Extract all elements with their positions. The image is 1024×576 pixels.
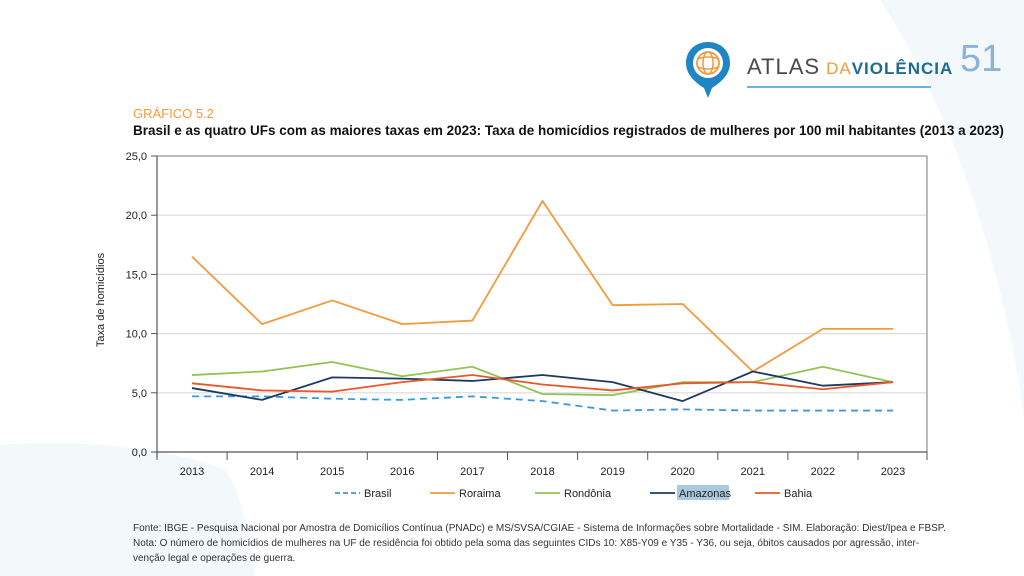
legend-item-rondonia: Rondônia bbox=[535, 488, 612, 500]
logo-word-violencia: VIOLÊNCIA bbox=[851, 59, 954, 78]
legend-label: Amazonas bbox=[679, 488, 731, 500]
logo-underline bbox=[747, 86, 931, 88]
legend-item-bahia: Bahia bbox=[755, 488, 813, 500]
logo-word-da: DA bbox=[826, 59, 852, 78]
legend-item-amazonas: Amazonas bbox=[650, 485, 731, 500]
chart-kicker: GRÁFICO 5.2 bbox=[133, 106, 214, 121]
logo-word-atlas: ATLAS bbox=[747, 54, 821, 79]
footer-notes: Fonte: IBGE - Pesquisa Nacional por Amos… bbox=[133, 521, 946, 566]
y-tick-label: 0,0 bbox=[132, 447, 147, 459]
method-note-line2: venção legal e operações de guerra. bbox=[133, 553, 296, 564]
legend-label: Roraima bbox=[459, 488, 501, 500]
legend-label: Rondônia bbox=[564, 488, 612, 500]
legend-label: Brasil bbox=[364, 488, 392, 500]
series-line-roraima bbox=[191, 200, 893, 373]
y-tick-label: 15,0 bbox=[126, 269, 147, 281]
legend-label: Bahia bbox=[784, 488, 813, 500]
method-note-line1: Nota: O número de homicídios de mulheres… bbox=[133, 538, 920, 549]
page-number: 51 bbox=[960, 38, 1003, 80]
gridlines bbox=[157, 214, 927, 394]
y-axis-label: Taxa de homicídios bbox=[95, 252, 107, 347]
legend-highlight bbox=[677, 485, 729, 500]
x-tick-label: 2013 bbox=[180, 466, 204, 478]
y-tick-label: 25,0 bbox=[126, 151, 147, 163]
x-tick-label: 2016 bbox=[390, 466, 414, 478]
x-tick-label: 2023 bbox=[881, 466, 905, 478]
x-tick-label: 2022 bbox=[811, 466, 835, 478]
x-tick-label: 2020 bbox=[670, 466, 694, 478]
plot-frame bbox=[156, 155, 928, 458]
x-tick-label: 2017 bbox=[460, 466, 484, 478]
x-tick-label: 2019 bbox=[600, 466, 624, 478]
series-lines bbox=[191, 200, 894, 412]
y-axis-ticks: 0,0 5,0 10,0 15,0 20,0 25,0 bbox=[126, 151, 157, 459]
y-tick-label: 5,0 bbox=[132, 388, 147, 400]
legend-item-brasil: Brasil bbox=[335, 488, 392, 500]
series-line-brasil bbox=[192, 395, 893, 412]
atlas-logo-text: ATLAS DAVIOLÊNCIA bbox=[747, 54, 953, 80]
legend: Brasil Roraima Rondônia Amazonas Bahia bbox=[335, 485, 813, 500]
chart-title: Brasil e as quatro UFs com as maiores ta… bbox=[133, 123, 1004, 138]
x-tick-label: 2015 bbox=[320, 466, 344, 478]
x-tick-label: 2018 bbox=[530, 466, 554, 478]
x-tick-label: 2021 bbox=[741, 466, 765, 478]
source-note: Fonte: IBGE - Pesquisa Nacional por Amos… bbox=[133, 523, 946, 534]
globe-pin-icon bbox=[686, 42, 730, 98]
legend-item-roraima: Roraima bbox=[430, 488, 501, 500]
x-tick-label: 2014 bbox=[250, 466, 274, 478]
y-tick-label: 20,0 bbox=[126, 210, 147, 222]
x-axis-ticks: 2013 2014 2015 2016 2017 2018 2019 2020 2021 2022… bbox=[156, 452, 928, 478]
series-line-amazonas bbox=[191, 370, 894, 402]
y-tick-label: 10,0 bbox=[126, 329, 147, 341]
series-line-bahia bbox=[191, 374, 894, 393]
